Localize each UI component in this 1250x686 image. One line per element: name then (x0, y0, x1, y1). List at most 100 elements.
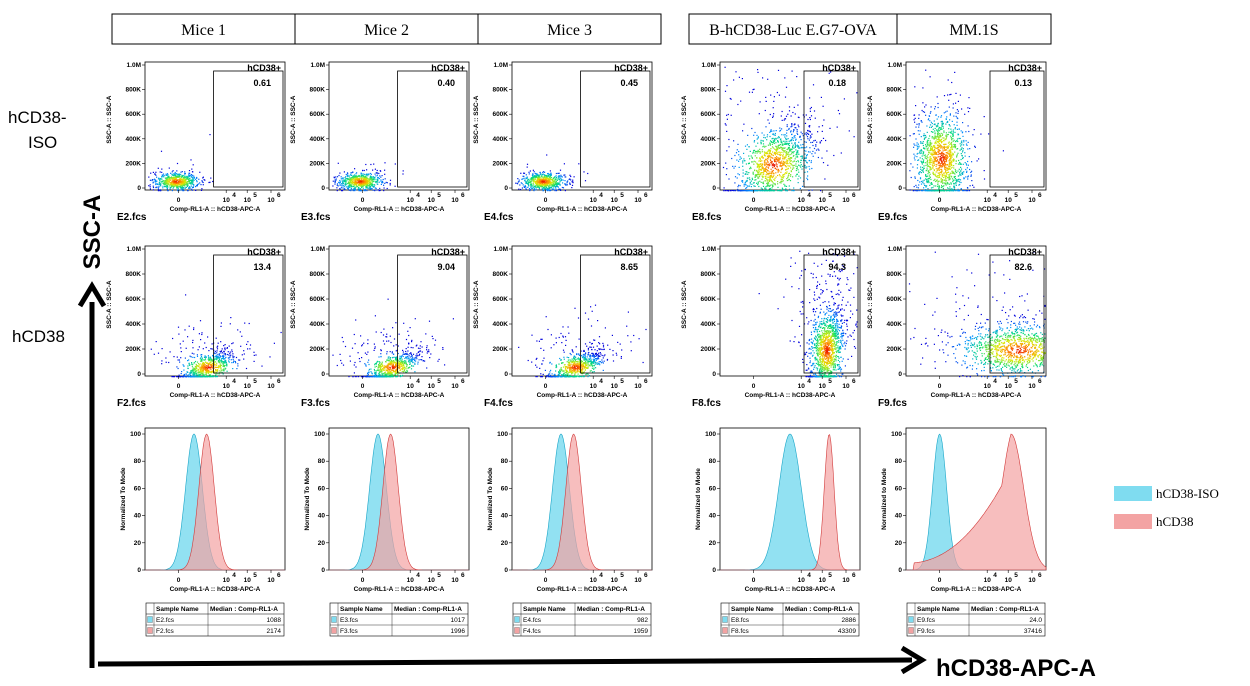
event-dot (358, 175, 360, 178)
event-dot (726, 150, 728, 152)
event-dot (734, 165, 736, 167)
event-dot (951, 146, 953, 148)
event-dot (930, 106, 932, 108)
event-dot (348, 178, 350, 180)
event-dot (819, 141, 821, 143)
event-dot (765, 153, 767, 155)
event-dot (533, 190, 535, 192)
event-dot (550, 186, 552, 189)
event-dot (930, 162, 932, 164)
event-dot (364, 176, 366, 178)
y-tick-label: 600K (125, 111, 141, 118)
event-dot (755, 174, 757, 176)
event-dot (939, 139, 941, 141)
event-dot (549, 173, 551, 175)
event-dot (937, 129, 940, 131)
event-dot (375, 175, 377, 177)
event-dot (947, 145, 949, 147)
event-dot (976, 160, 978, 162)
event-dot (943, 137, 945, 139)
event-dot (766, 160, 768, 162)
event-dot (361, 184, 363, 186)
event-dot (776, 148, 778, 150)
event-dot (769, 187, 771, 190)
event-dot (772, 115, 774, 117)
event-dot (928, 137, 930, 140)
event-dot (149, 188, 151, 190)
event-dot (935, 157, 937, 159)
event-dot (932, 167, 934, 169)
event-dot (738, 184, 740, 186)
event-dot (784, 142, 786, 144)
x-tick-label: 10 (451, 197, 459, 204)
event-dot (765, 174, 767, 176)
event-dot (171, 180, 173, 182)
event-dot (164, 180, 166, 182)
y-tick-label: 0 (712, 185, 716, 192)
event-dot (355, 173, 357, 175)
event-dot (197, 370, 199, 372)
event-dot (775, 149, 777, 151)
event-dot (566, 182, 568, 184)
event-dot (762, 172, 764, 174)
event-dot (221, 361, 223, 363)
event-dot (172, 337, 174, 340)
event-dot (771, 162, 773, 164)
event-dot (953, 176, 955, 178)
event-dot (341, 180, 343, 182)
event-dot (765, 145, 767, 147)
event-dot (534, 172, 536, 174)
event-dot (809, 168, 811, 170)
event-dot (181, 171, 183, 173)
event-dot (754, 155, 756, 157)
event-dot (763, 190, 765, 192)
event-dot (923, 133, 925, 135)
event-dot (941, 179, 943, 181)
event-dot (756, 152, 758, 154)
event-dot (967, 148, 969, 150)
event-dot (352, 184, 354, 186)
event-dot (948, 178, 950, 180)
event-dot (931, 150, 933, 152)
event-dot (753, 140, 756, 142)
event-dot (785, 143, 787, 145)
event-dot (188, 186, 190, 188)
event-dot (940, 186, 942, 189)
event-dot (951, 176, 953, 178)
event-dot (784, 118, 787, 120)
event-dot (967, 176, 969, 178)
event-dot (940, 190, 942, 192)
event-dot (941, 181, 943, 183)
event-dot (189, 182, 191, 184)
event-dot (956, 154, 958, 156)
event-dot (960, 153, 962, 155)
event-dot (776, 159, 778, 161)
event-dot (797, 161, 800, 163)
event-dot (363, 184, 365, 186)
event-dot (540, 182, 542, 184)
event-dot (776, 149, 778, 151)
event-dot (943, 139, 945, 142)
event-dot (922, 180, 924, 182)
event-dot (763, 163, 765, 165)
event-dot (389, 182, 391, 185)
event-dot (953, 186, 955, 188)
gate-box (989, 70, 1045, 188)
event-dot (547, 175, 549, 177)
event-dot (760, 165, 762, 167)
event-dot (952, 171, 955, 173)
event-dot (794, 144, 796, 146)
event-dot (947, 148, 949, 150)
event-dot (725, 174, 727, 176)
event-dot (534, 182, 536, 184)
event-dot (920, 166, 922, 168)
event-dot (542, 176, 544, 178)
event-dot (558, 176, 560, 178)
event-dot (179, 178, 181, 180)
event-dot (218, 365, 220, 367)
event-dot (940, 157, 942, 159)
x-tick-exponent: 5 (620, 192, 624, 199)
event-dot (935, 163, 937, 166)
event-dot (733, 167, 735, 169)
